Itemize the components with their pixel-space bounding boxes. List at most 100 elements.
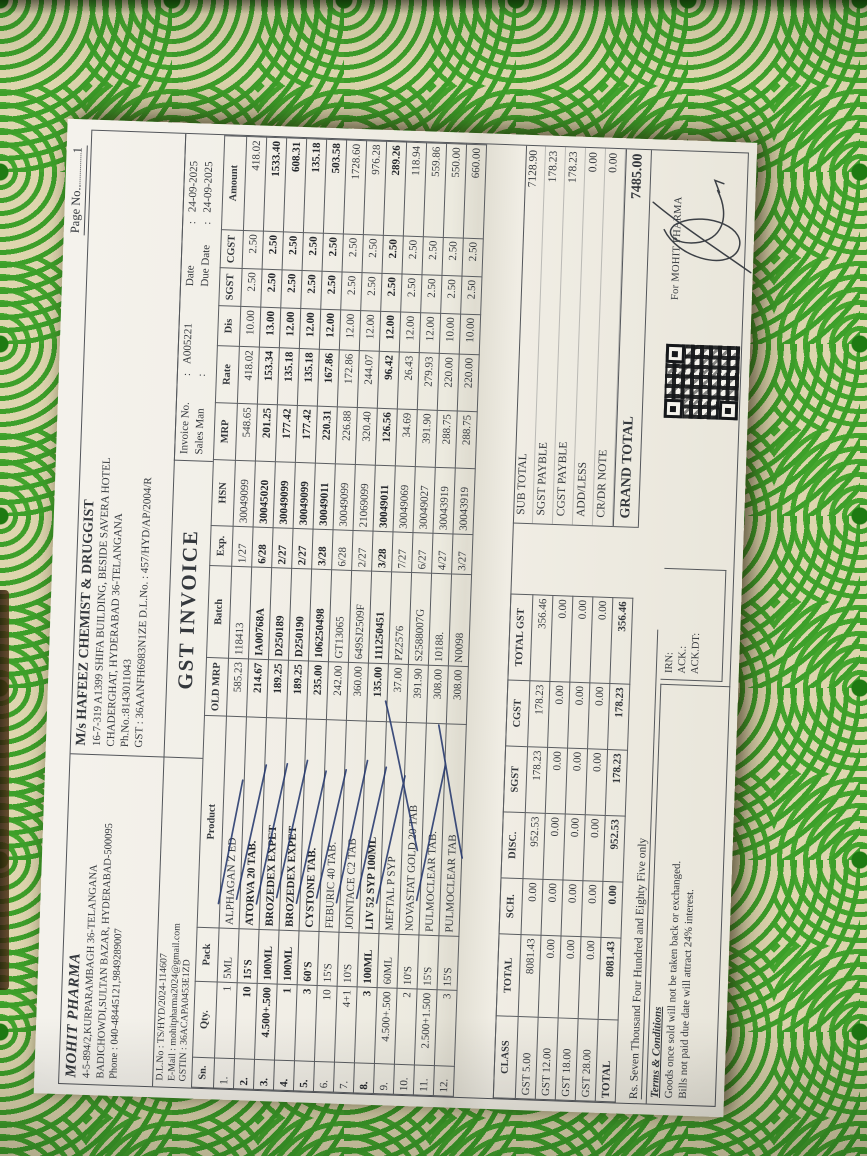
cell: 30049011 bbox=[313, 463, 336, 530]
cell: 0.00 bbox=[582, 814, 606, 882]
cell: 2/27 bbox=[351, 530, 374, 572]
cell: 308.00 bbox=[446, 665, 469, 725]
cell: 308.00 bbox=[426, 665, 449, 724]
cell: 8081.43 bbox=[598, 937, 621, 1021]
cell: 1 bbox=[214, 981, 238, 1059]
cell: 2.50 bbox=[380, 273, 403, 312]
cell: 2.50 bbox=[360, 272, 383, 312]
cell: 2.50 bbox=[240, 268, 263, 308]
cell: 214.67 bbox=[246, 658, 269, 718]
cell: 952.53 bbox=[522, 812, 546, 880]
cell: N0098 bbox=[448, 573, 472, 667]
cell: 15'S bbox=[417, 935, 439, 990]
due-date-label: Due Date bbox=[198, 244, 213, 287]
cell: 4.500+.500 bbox=[374, 987, 398, 1065]
cell: 6/27 bbox=[411, 532, 433, 574]
cell: 2.500+1.500 bbox=[414, 988, 438, 1066]
cell: 178.23 bbox=[525, 746, 548, 814]
cell: 7. bbox=[333, 1062, 355, 1093]
qr-code bbox=[663, 343, 741, 421]
cell: 2.50 bbox=[262, 231, 284, 270]
cell: 220.00 bbox=[457, 354, 480, 412]
cell: 391.90 bbox=[415, 409, 438, 468]
cell: 100ML bbox=[257, 929, 280, 985]
cell: 12.00 bbox=[299, 308, 321, 350]
cell: 1 bbox=[274, 984, 298, 1061]
grand-total-label: GRAND TOTAL bbox=[618, 415, 637, 519]
cell: 178.23 bbox=[607, 683, 630, 751]
cell: 0.00 bbox=[547, 681, 570, 749]
summary-value: 0.00 bbox=[587, 151, 600, 173]
cell: 30043919 bbox=[432, 467, 456, 534]
column-header: TOTAL GST bbox=[507, 594, 533, 681]
cell: 30049069 bbox=[393, 465, 416, 533]
cell: 391.90 bbox=[406, 664, 429, 724]
column-header: Rate bbox=[215, 345, 240, 404]
cell: 30043919 bbox=[452, 467, 476, 535]
summary-value: 7128.90 bbox=[526, 149, 540, 188]
cell: 1/27 bbox=[231, 526, 254, 567]
qr-finder bbox=[665, 343, 686, 364]
cell: 0.00 bbox=[580, 880, 603, 938]
cell: 2.50 bbox=[340, 271, 363, 311]
cell: 30049099 bbox=[293, 462, 316, 530]
column-header: HSN bbox=[211, 459, 236, 527]
cell: 2.50 bbox=[302, 232, 324, 272]
cell: 242.00 bbox=[326, 661, 349, 721]
cell: 15'S bbox=[237, 928, 260, 984]
summary-value: 0.00 bbox=[607, 152, 620, 174]
cell: 1. bbox=[213, 1057, 235, 1089]
cell: 12.00 bbox=[419, 312, 441, 354]
cell: 660.00 bbox=[463, 144, 487, 239]
cell: 3 bbox=[434, 989, 458, 1067]
column-header: DISC. bbox=[500, 811, 526, 879]
cell: 6. bbox=[313, 1061, 335, 1093]
wood-sliver-left bbox=[0, 590, 9, 990]
cell: 2.50 bbox=[402, 236, 424, 275]
cell: 5ML bbox=[217, 928, 240, 983]
cell: 10. bbox=[393, 1064, 415, 1095]
cell: 12.00 bbox=[339, 309, 361, 351]
cell: 10 bbox=[314, 985, 338, 1063]
cell: 0.00 bbox=[562, 814, 586, 881]
column-header: Pack bbox=[195, 927, 220, 982]
cell: 2/27 bbox=[271, 527, 294, 569]
cell: 0.00 bbox=[521, 878, 543, 936]
gst-class-table: CLASS TOTAL SCH. DISC. SGST CGST TOTAL GST GST… bbox=[493, 593, 634, 1102]
irn-line: ACK.DT: bbox=[689, 632, 703, 675]
sales-man-value bbox=[195, 286, 213, 364]
cell: 2.50 bbox=[421, 236, 444, 276]
cell: 952.53 bbox=[602, 815, 626, 883]
cell: 0.00 bbox=[561, 880, 583, 937]
cell: 100ML bbox=[277, 930, 300, 985]
cell: 30049099 bbox=[333, 463, 356, 531]
page-label: Page No. bbox=[67, 187, 84, 234]
summary-value: 178.23 bbox=[566, 151, 580, 184]
column-header: Dis bbox=[217, 305, 241, 347]
cell: 2.50 bbox=[420, 274, 442, 314]
cell: 37.00 bbox=[386, 663, 409, 723]
invoice-paper: Page No. 1 MOHIT PHARMA 4-5-894/2,KURPARA… bbox=[33, 118, 758, 1118]
cell: 3/28 bbox=[371, 531, 394, 572]
cell: 4.500+.500 bbox=[254, 983, 278, 1061]
cell: 201.25 bbox=[255, 404, 278, 462]
column-header: CGST bbox=[505, 679, 530, 747]
cell: 2.50 bbox=[260, 269, 283, 308]
cell: 135.18 bbox=[297, 348, 320, 407]
cell: 360.00 bbox=[346, 662, 369, 722]
cell: 0.00 bbox=[542, 813, 566, 881]
cell: 100ML bbox=[357, 932, 379, 988]
cell: 15'S bbox=[437, 935, 459, 991]
cell: 6/28 bbox=[331, 529, 354, 571]
cell: 279.93 bbox=[417, 352, 440, 411]
cell: 2.50 bbox=[282, 231, 304, 271]
cell: 2.50 bbox=[400, 274, 422, 313]
cell: 3/27 bbox=[451, 533, 473, 575]
cell: 178.23 bbox=[605, 749, 628, 817]
cell: 9. bbox=[373, 1063, 395, 1095]
grand-total-value: 7485.00 bbox=[629, 153, 646, 200]
cell: 189.25 bbox=[286, 660, 309, 719]
column-header: SGST bbox=[218, 267, 243, 307]
sales-man-label: Sales Man bbox=[193, 408, 207, 455]
